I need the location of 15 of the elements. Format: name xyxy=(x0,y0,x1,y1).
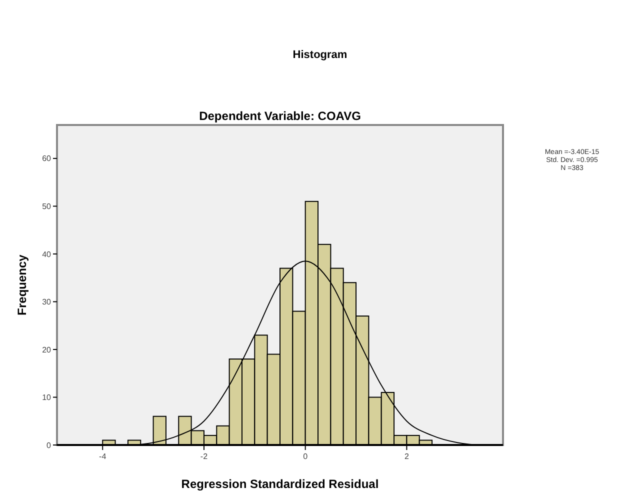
y-tick-label: 40 xyxy=(42,250,52,259)
x-axis-title: Regression Standardized Residual xyxy=(181,477,379,491)
x-tick-label: -4 xyxy=(99,452,107,461)
x-tick-label: -2 xyxy=(200,452,208,461)
y-tick-label: 10 xyxy=(42,393,52,402)
y-tick-label: 20 xyxy=(42,345,52,354)
y-tick-label: 0 xyxy=(46,440,52,450)
x-tick-label: 0 xyxy=(303,452,308,461)
chart-subtitle: Dependent Variable: COAVG xyxy=(199,109,361,123)
y-tick-label: 60 xyxy=(42,154,52,164)
y-tick-label: 50 xyxy=(42,202,52,211)
x-tick-label: 2 xyxy=(404,452,410,461)
y-axis-title: Frequency xyxy=(15,254,29,316)
y-tick-label: 30 xyxy=(42,298,52,307)
chart-title: Histogram xyxy=(292,49,348,61)
